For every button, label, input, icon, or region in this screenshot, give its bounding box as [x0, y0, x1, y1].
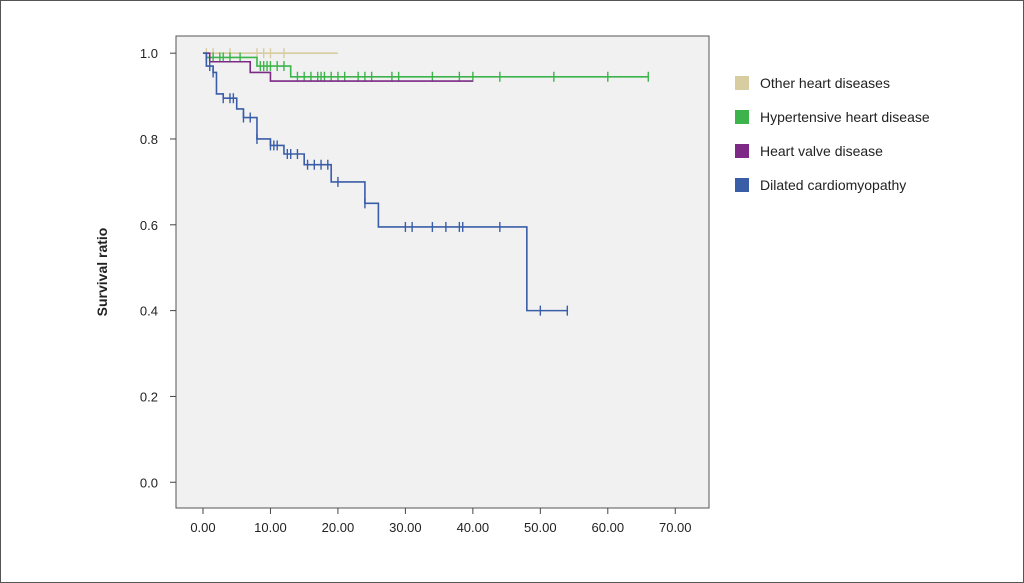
survival-curve-heart-valve-disease — [202, 52, 473, 82]
survival-curve-dilated-cardiomyopathy — [202, 52, 568, 312]
x-tick-label: 60.00 — [592, 520, 625, 535]
x-tick-label: 50.00 — [524, 520, 557, 535]
x-tick-label: 10.00 — [254, 520, 287, 535]
legend-label: Other heart diseases — [760, 75, 890, 91]
legend-swatch — [735, 76, 749, 90]
legend-item-other-heart-diseases: Other heart diseases — [735, 66, 930, 100]
legend-swatch — [735, 178, 749, 192]
legend: Other heart diseases Hypertensive heart d… — [735, 66, 930, 202]
y-tick-label: 0.8 — [140, 132, 158, 147]
legend-label: Hypertensive heart disease — [760, 109, 930, 125]
y-tick-label: 0.6 — [140, 218, 158, 233]
y-tick-label: 1.0 — [140, 46, 158, 61]
x-tick-label: 0.00 — [190, 520, 215, 535]
y-tick-label: 0.2 — [140, 389, 158, 404]
legend-swatch — [735, 110, 749, 124]
legend-swatch — [735, 144, 749, 158]
x-tick-label: 20.00 — [322, 520, 355, 535]
legend-item-hypertensive-heart-disease: Hypertensive heart disease — [735, 100, 930, 134]
axes: 0.00 10.00 20.00 30.00 40.00 50.00 60.00 70.00 0… — [140, 46, 692, 535]
legend-label: Dilated cardiomyopathy — [760, 177, 907, 193]
legend-item-heart-valve-disease: Heart valve disease — [735, 134, 930, 168]
series-layer — [202, 48, 649, 316]
y-tick-label: 0.4 — [140, 304, 158, 319]
y-axis-label: Survival ratio — [94, 228, 110, 317]
legend-label: Heart valve disease — [760, 143, 883, 159]
legend-item-dilated-cardiomyopathy: Dilated cardiomyopathy — [735, 168, 930, 202]
x-tick-label: 70.00 — [659, 520, 692, 535]
x-tick-label: 40.00 — [457, 520, 490, 535]
series-heart-valve-disease — [202, 52, 473, 82]
series-dilated-cardiomyopathy — [202, 52, 569, 316]
plot-area — [175, 35, 710, 509]
y-tick-label: 0.0 — [140, 475, 158, 490]
x-tick-label: 30.00 — [389, 520, 422, 535]
